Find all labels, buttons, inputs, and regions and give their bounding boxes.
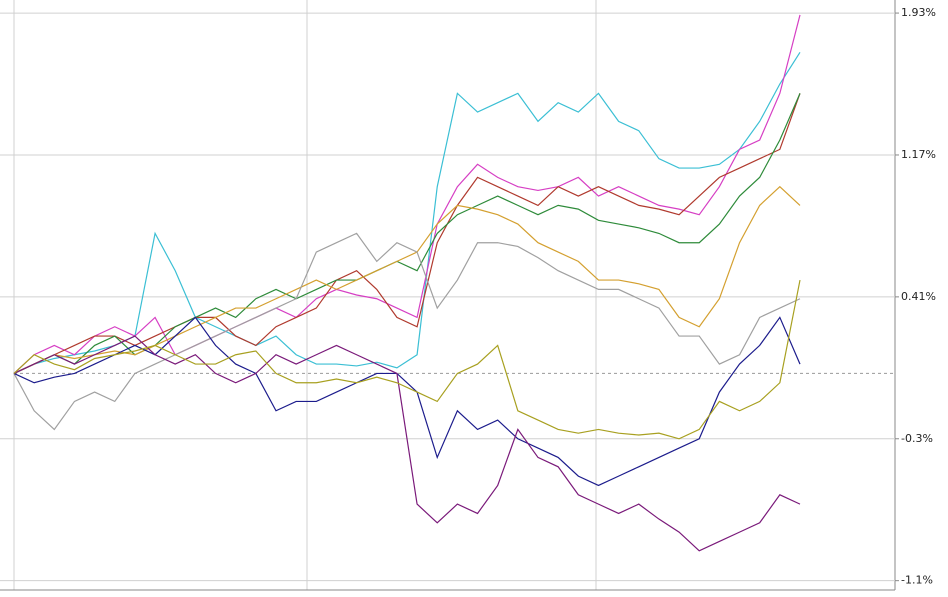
- y-tick-label: -0.3%: [901, 432, 933, 445]
- y-tick-label: 1.17%: [901, 148, 936, 161]
- series-line: [13, 232, 801, 431]
- y-tick-label: 1.93%: [901, 6, 936, 19]
- series-line: [13, 93, 801, 374]
- series-line: [13, 51, 801, 374]
- series-line: [13, 316, 801, 487]
- series-line: [13, 279, 801, 440]
- series-line: [13, 335, 801, 552]
- y-tick-label: -1.1%: [901, 574, 933, 587]
- y-tick-label: 0.41%: [901, 290, 936, 303]
- series-line: [13, 14, 801, 374]
